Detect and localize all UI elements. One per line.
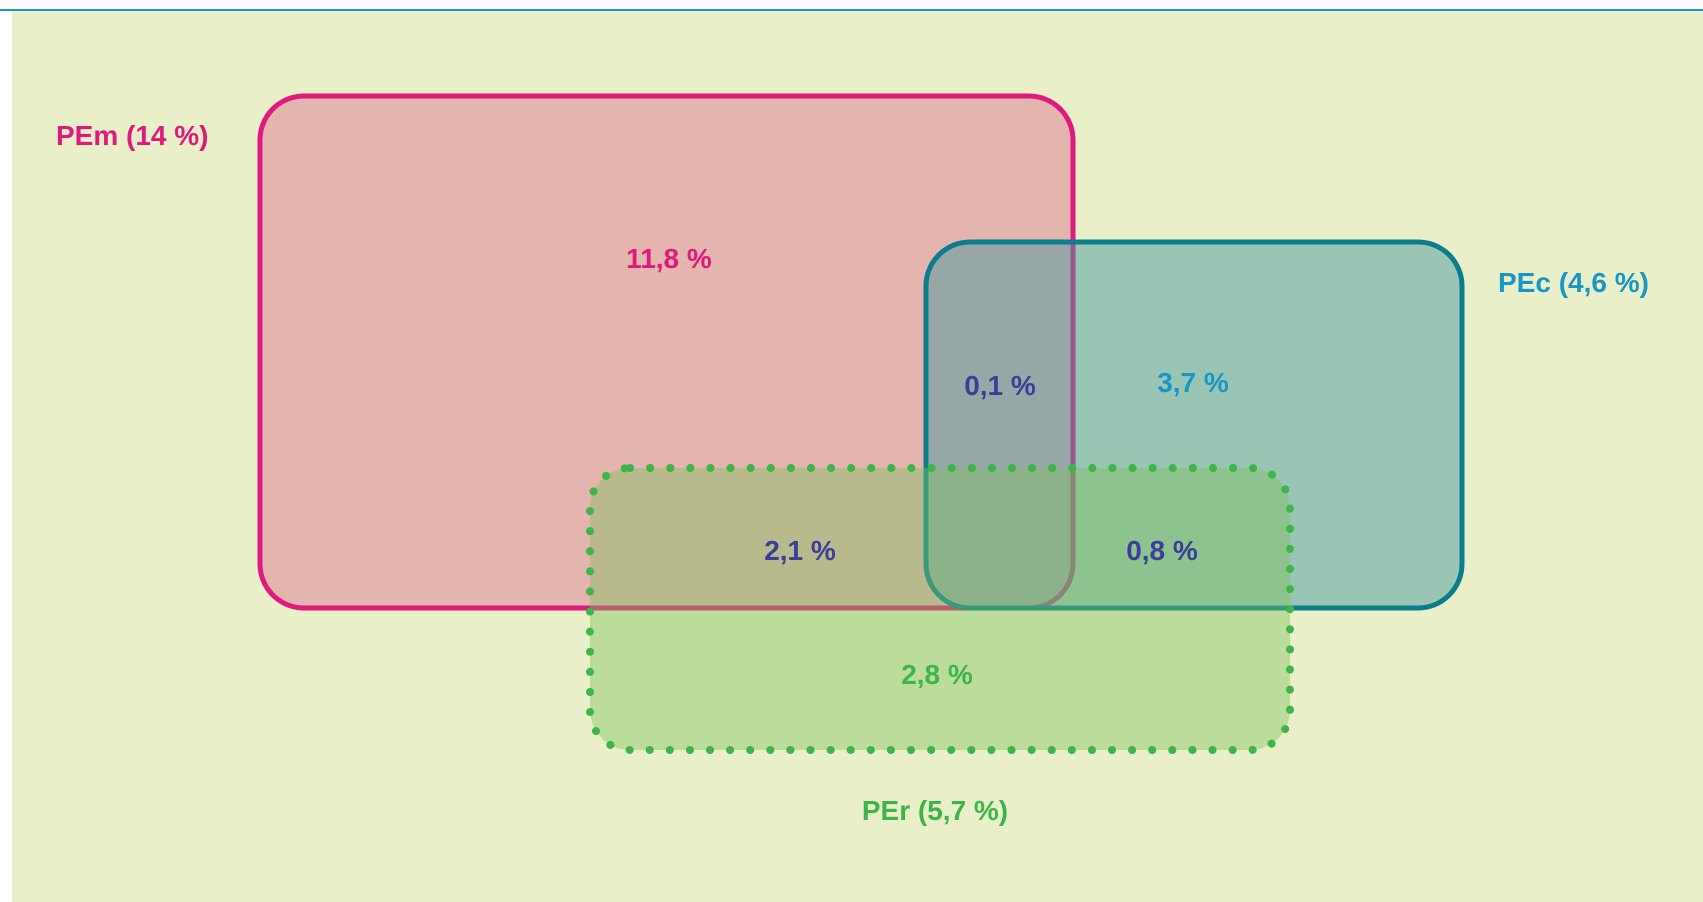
region-per-only-value: 2,8 %	[901, 659, 973, 690]
region-pem-only-value: 11,8 %	[626, 243, 712, 274]
top-rule	[0, 9, 1703, 11]
region-pec-per-value: 0,8 %	[1126, 535, 1198, 566]
set-per-box	[586, 464, 1294, 754]
region-pec-only-value: 3,7 %	[1157, 367, 1229, 398]
set-pec-box	[923, 239, 1465, 611]
set-pem-label: PEm (14 %)	[56, 120, 209, 151]
set-pec-label: PEc (4,6 %)	[1498, 267, 1649, 298]
region-pem-pec-value: 0,1 %	[964, 370, 1036, 401]
region-pem-per-value: 2,1 %	[764, 535, 836, 566]
set-per-label: PEr (5,7 %)	[862, 795, 1008, 826]
